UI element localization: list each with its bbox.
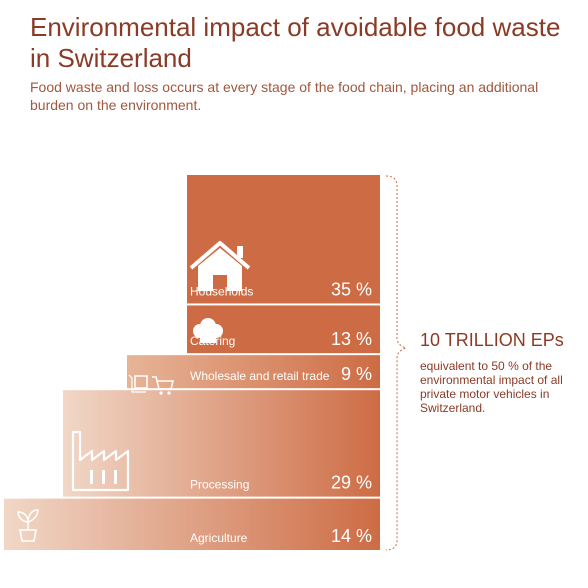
bar-agriculture	[4, 498, 380, 550]
plant-icon	[17, 509, 39, 542]
chef-hat-icon	[193, 318, 223, 343]
total-ep-label: 10 TRILLION EPs	[420, 330, 564, 350]
shopping-cart-icon	[128, 374, 174, 395]
chart-subtitle: Food waste and loss occurs at every stag…	[30, 79, 539, 113]
category-label-processing: Processing	[190, 478, 249, 492]
value-label-wholesale-and-retail-trade: 9 %	[341, 364, 372, 384]
category-label-catering: Catering	[190, 334, 235, 348]
house-icon	[189, 241, 251, 291]
value-label-processing: 29 %	[331, 473, 372, 493]
category-label-agriculture: Agriculture	[190, 531, 248, 545]
total-bracket	[385, 175, 408, 551]
bar-wholesale-and-retail-trade	[127, 355, 380, 389]
category-label-wholesale-and-retail-trade: Wholesale and retail trade	[190, 369, 330, 383]
value-label-households: 35 %	[331, 279, 372, 299]
chart-title: Environmental impact of avoidable food w…	[30, 12, 561, 73]
value-label-catering: 13 %	[331, 329, 372, 349]
value-label-agriculture: 14 %	[331, 526, 372, 546]
total-ep-note: equivalent to 50 % of the environmental …	[420, 359, 563, 415]
category-label-households: Households	[190, 284, 253, 298]
factory-icon	[71, 430, 130, 492]
